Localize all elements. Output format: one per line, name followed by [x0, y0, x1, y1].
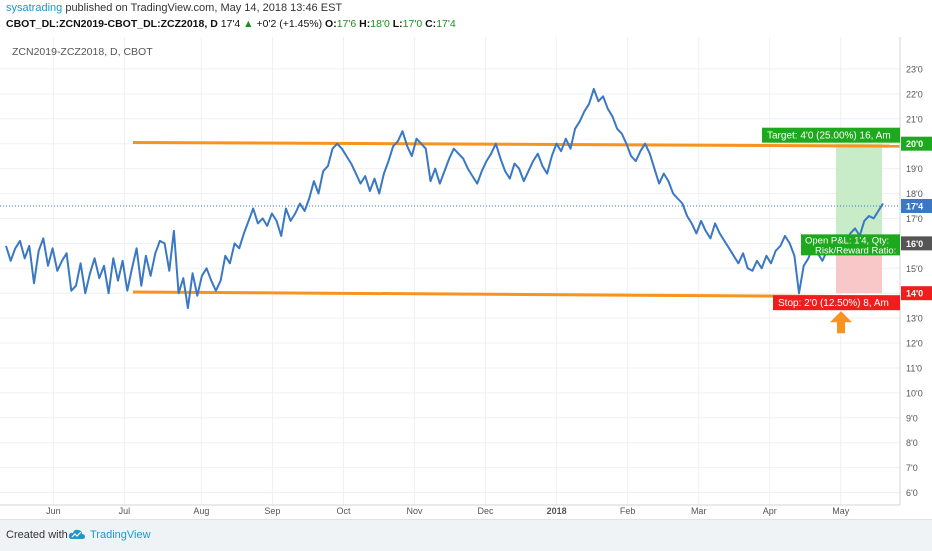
chart-title: ZCN2019-ZCZ2018, D, CBOT [12, 46, 153, 58]
price-series [5, 87, 884, 310]
axis-stop-value: 14'0 [906, 289, 923, 299]
y-tick-label: 9'0 [906, 413, 918, 423]
x-tick-label: Nov [407, 506, 424, 516]
x-tick-label: 2018 [547, 506, 567, 516]
y-tick-label: 7'0 [906, 463, 918, 473]
support-line [132, 290, 901, 299]
target-label-box [762, 127, 900, 143]
chart-area[interactable]: 23'0 22'0 21'0 20'0 19'0 18'0 17'0 16'0 15'0 14'0… [0, 37, 932, 517]
axis-target-value: 20'0 [906, 139, 923, 149]
x-tick-label: Aug [193, 506, 209, 516]
open-label: O: [325, 18, 337, 30]
price-chart[interactable]: 23'0 22'0 21'0 20'0 19'0 18'0 17'0 16'0 15'0 14'0… [0, 37, 932, 517]
footer: Created with TradingView [0, 519, 932, 551]
time-axis: Jun Jul Aug Sep Oct Nov Dec 2018 Feb Mar Apr May [0, 504, 900, 516]
x-tick-label: Sep [264, 506, 280, 516]
symbol-name: CBOT_DL:ZCN2019-CBOT_DL:ZCZ2018, D [6, 18, 218, 30]
price-axis: 23'0 22'0 21'0 20'0 19'0 18'0 17'0 16'0 15'0 14'0… [899, 37, 923, 505]
open-pnl-box [801, 234, 900, 256]
stop-label: Stop: 2'0 (12.50%) 8, Am [778, 298, 889, 309]
high-label: H: [359, 18, 371, 30]
author-link[interactable]: sysatrading [6, 2, 63, 14]
y-tick-label: 8'0 [906, 438, 918, 448]
y-tick-label: 6'0 [906, 488, 918, 498]
publish-info: published on TradingView.com, May 14, 20… [62, 2, 343, 14]
y-tick-label: 23'0 [906, 64, 923, 74]
low-label: L: [392, 18, 403, 30]
low-value: 17'0 [402, 18, 423, 30]
risk-reward-label: Risk/Reward Ratio: [815, 245, 896, 256]
created-with-text: Created with [6, 529, 68, 541]
axis-last-badge [901, 198, 932, 213]
y-tick-label: 22'0 [906, 89, 923, 99]
y-tick-label: 17'0 [906, 214, 923, 224]
position-zones [836, 143, 882, 294]
x-tick-label: May [832, 506, 850, 516]
y-tick-label: 13'0 [906, 314, 923, 324]
publish-line: sysatrading published on TradingView.com… [6, 2, 342, 14]
stop-label-box [773, 295, 900, 311]
axis-entry-value: 16'0 [906, 239, 923, 249]
target-label: Target: 4'0 (25.00%) 16, Am [767, 131, 891, 142]
axis-entry-badge [901, 236, 932, 251]
x-tick-label: Jun [46, 506, 61, 516]
axis-target-badge [901, 136, 932, 151]
trend-lines [0, 140, 901, 299]
axis-stop-badge [901, 286, 932, 301]
y-tick-label: 19'0 [906, 164, 923, 174]
symbol-line: CBOT_DL:ZCN2019-CBOT_DL:ZCZ2018, D 17'4 … [6, 18, 456, 30]
x-tick-label: Apr [763, 506, 777, 516]
entry-arrow-icon [830, 311, 852, 334]
y-tick-label: 10'0 [906, 388, 923, 398]
tradingview-brand[interactable]: TradingView [90, 529, 151, 541]
x-tick-label: Feb [620, 506, 636, 516]
y-tick-label: 21'0 [906, 114, 923, 124]
x-tick-label: Dec [478, 506, 495, 516]
price-line [5, 87, 884, 310]
x-tick-label: Oct [336, 506, 351, 516]
y-tick-label: 18'0 [906, 189, 923, 199]
y-tick-label: 11'0 [906, 363, 922, 373]
high-value: 18'0 [370, 18, 390, 30]
open-pnl-label: Open P&L: 1'4, Qty: [805, 235, 889, 246]
tradingview-cloud-icon [68, 529, 85, 539]
x-tick-label: Mar [691, 506, 707, 516]
target-zone [836, 143, 882, 244]
open-value: 17'6 [336, 18, 357, 30]
x-tick-label: Jul [119, 506, 131, 516]
position-labels: 20'0 14'0 16'0 17'4 Target: 4'0 (25.00%) 16,… [762, 127, 932, 334]
up-arrow-icon: ▲ [243, 18, 254, 30]
y-tick-label: 12'0 [906, 339, 923, 349]
close-value: 17'4 [436, 18, 456, 30]
last-price: 17'4 [220, 18, 241, 30]
grid [0, 37, 900, 505]
close-label: C: [425, 18, 437, 30]
resistance-line [132, 140, 901, 148]
y-tick-label: 15'0 [906, 264, 923, 274]
price-change: +0'2 (+1.45%) [256, 18, 323, 30]
axis-last-value: 17'4 [906, 201, 923, 211]
